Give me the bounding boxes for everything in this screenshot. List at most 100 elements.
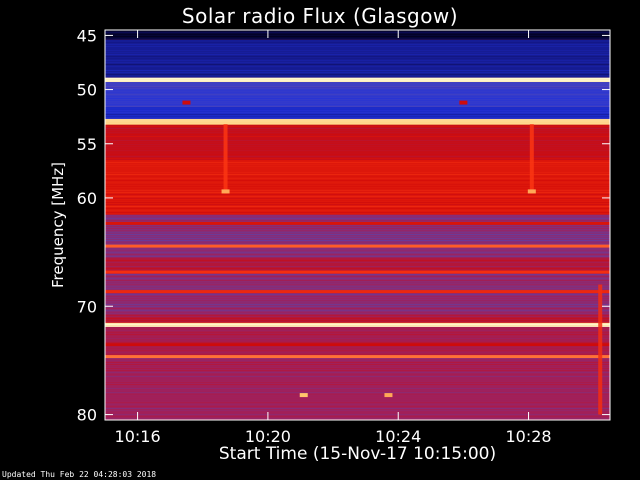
texture-stripe	[105, 122, 610, 123]
texture-stripe	[105, 408, 610, 409]
texture-stripe	[105, 398, 610, 399]
texture-stripe	[105, 218, 610, 219]
texture-stripe	[105, 324, 610, 325]
texture-stripe	[105, 108, 610, 109]
y-tick-label: 50	[77, 81, 97, 100]
texture-stripe	[105, 142, 610, 143]
y-tick-label: 80	[77, 406, 97, 425]
texture-stripe	[105, 128, 610, 129]
texture-stripe	[105, 282, 610, 283]
texture-stripe	[105, 260, 610, 261]
texture-stripe	[105, 348, 610, 349]
texture-stripe	[105, 212, 610, 213]
texture-stripe	[105, 86, 610, 87]
texture-stripe	[105, 220, 610, 221]
texture-stripe	[105, 76, 610, 77]
axes: 45 50 55 60 70 80 10:16 10:20 10:24 10:28	[77, 26, 611, 446]
x-tick-label: 10:20	[245, 427, 291, 446]
texture-stripe	[105, 36, 610, 37]
texture-stripe	[105, 336, 610, 337]
texture-stripe	[105, 418, 610, 419]
texture-stripe	[105, 94, 610, 95]
burst-column	[598, 284, 603, 415]
texture-stripe	[105, 404, 610, 405]
texture-stripe	[105, 274, 610, 275]
texture-stripe	[105, 332, 610, 333]
texture-stripe	[105, 102, 610, 103]
texture-stripe	[105, 318, 610, 319]
texture-stripe	[105, 100, 610, 101]
texture-stripe	[105, 228, 610, 229]
texture-stripe	[105, 384, 610, 385]
texture-stripe	[105, 380, 610, 381]
texture-stripe	[105, 146, 610, 147]
texture-stripe	[105, 358, 610, 359]
texture-stripe	[105, 210, 610, 211]
x-tick-label: 10:28	[505, 427, 551, 446]
axis-frame	[104, 29, 611, 421]
x-tick-label: 10:24	[375, 427, 421, 446]
texture-stripe	[105, 310, 610, 311]
texture-stripe	[105, 390, 610, 391]
texture-stripe	[105, 366, 610, 367]
texture-stripe	[105, 154, 610, 155]
texture-stripe	[105, 402, 610, 403]
texture-stripe	[105, 234, 610, 235]
texture-stripe	[105, 296, 610, 297]
texture-stripe	[105, 304, 610, 305]
texture-stripe	[105, 156, 610, 157]
texture-stripe	[105, 82, 610, 83]
texture-stripe	[105, 350, 610, 351]
texture-stripe	[105, 56, 610, 57]
texture-stripe	[105, 200, 610, 201]
texture-stripe	[105, 252, 610, 253]
texture-stripe	[105, 354, 610, 355]
texture-stripe	[105, 44, 610, 45]
texture-stripe	[105, 250, 610, 251]
texture-stripe	[105, 198, 610, 199]
texture-stripe	[105, 178, 610, 179]
texture-stripe	[105, 118, 610, 119]
texture-stripe	[105, 68, 610, 69]
interference-line	[105, 290, 610, 294]
texture-stripe	[105, 180, 610, 181]
texture-stripe	[105, 188, 610, 189]
texture-stripe	[105, 70, 610, 71]
x-axis-label: Start Time (15-Nov-17 10:15:00)	[218, 444, 497, 464]
texture-stripe	[105, 208, 610, 209]
chart-title: Solar radio Flux (Glasgow)	[181, 4, 459, 28]
texture-stripe	[105, 172, 610, 173]
texture-stripe	[105, 226, 610, 227]
texture-stripe	[105, 412, 610, 413]
texture-stripe	[105, 414, 610, 415]
texture-stripe	[105, 148, 610, 149]
texture-stripe	[105, 196, 610, 197]
interference-line	[105, 244, 610, 248]
y-tick-label: 55	[77, 135, 97, 154]
y-tick-label: 45	[77, 26, 97, 45]
burst-spot	[221, 189, 230, 194]
texture-stripe	[105, 158, 610, 159]
texture-stripe	[105, 98, 610, 99]
interference-line	[105, 343, 610, 347]
texture-stripe	[105, 174, 610, 175]
texture-stripe	[105, 170, 610, 171]
texture-stripe	[105, 244, 610, 245]
texture-stripe	[105, 378, 610, 379]
texture-stripe	[105, 236, 610, 237]
texture-stripe	[105, 66, 610, 67]
texture-stripe	[105, 168, 610, 169]
texture-stripe	[105, 140, 610, 141]
y-tick-label: 70	[77, 297, 97, 316]
texture-stripe	[105, 230, 610, 231]
texture-stripe	[105, 152, 610, 153]
texture-stripe	[105, 288, 610, 289]
texture-stripe	[105, 62, 610, 63]
texture-stripe	[105, 374, 610, 375]
texture-stripe	[105, 308, 610, 309]
texture-stripe	[105, 120, 610, 121]
texture-stripe	[105, 388, 610, 389]
texture-stripe	[105, 106, 610, 107]
texture-stripe	[105, 112, 610, 113]
texture-stripe	[105, 96, 610, 97]
